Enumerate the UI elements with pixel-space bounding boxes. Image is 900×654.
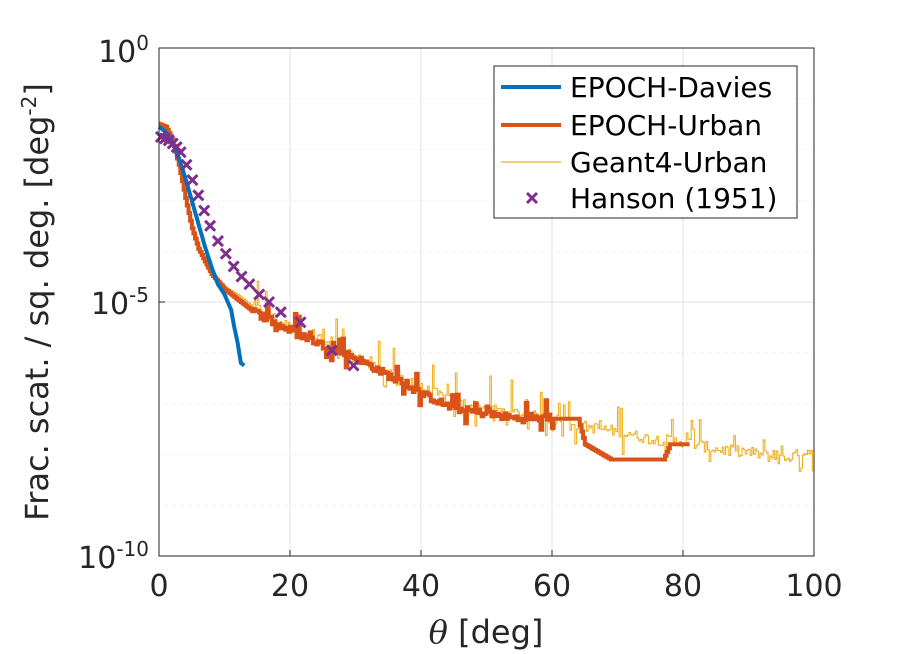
- legend-box: [493, 65, 798, 219]
- x-tick-label: 80: [664, 569, 702, 604]
- x-tick-label: 0: [149, 569, 168, 604]
- x-tick-label: 20: [271, 569, 309, 604]
- series-epoch-urban: [158, 122, 690, 462]
- data-point: [186, 174, 199, 187]
- x-tick-label: 60: [533, 569, 571, 604]
- legend: EPOCH-Davies EPOCH-Urban Geant4-Urban Ha…: [493, 65, 798, 219]
- y-tick-label: 10-5: [91, 283, 149, 322]
- data-point: [204, 219, 217, 232]
- data-point: [198, 204, 211, 217]
- y-tick-label: 100: [98, 31, 149, 70]
- data-point: [274, 306, 287, 319]
- legend-label-geant4-urban: Geant4-Urban: [570, 146, 767, 179]
- data-point: [192, 189, 205, 202]
- y-axis-label: Frac. scat. / sq. deg. [deg-2]: [17, 83, 56, 521]
- data-point: [325, 344, 338, 357]
- data-point: [227, 260, 240, 273]
- data-point: [253, 288, 266, 301]
- data-point: [294, 316, 307, 329]
- data-point: [211, 234, 225, 248]
- data-point: [180, 158, 193, 171]
- legend-label-epoch-davies: EPOCH-Davies: [570, 71, 772, 104]
- legend-label-epoch-urban: EPOCH-Urban: [570, 109, 762, 142]
- data-point: [174, 146, 187, 159]
- x-axis-label: θ [deg]: [429, 613, 544, 651]
- data-point: [347, 359, 360, 372]
- axis-ticks: 0 20 40 60 80 100 100 10-5 10-10: [78, 31, 842, 604]
- x-tick-label: 40: [402, 569, 440, 604]
- legend-label-hanson-1951: Hanson (1951): [570, 182, 777, 215]
- x-tick-label: 100: [785, 569, 842, 604]
- series-line: [158, 122, 690, 462]
- series-hanson-1951: [154, 130, 360, 372]
- data-point: [262, 295, 276, 309]
- y-tick-label: 10-10: [78, 537, 149, 576]
- series-layer: [154, 121, 815, 473]
- legend-swatch-hanson-1951: [525, 191, 539, 205]
- data-point: [243, 278, 256, 291]
- data-point: [219, 247, 232, 260]
